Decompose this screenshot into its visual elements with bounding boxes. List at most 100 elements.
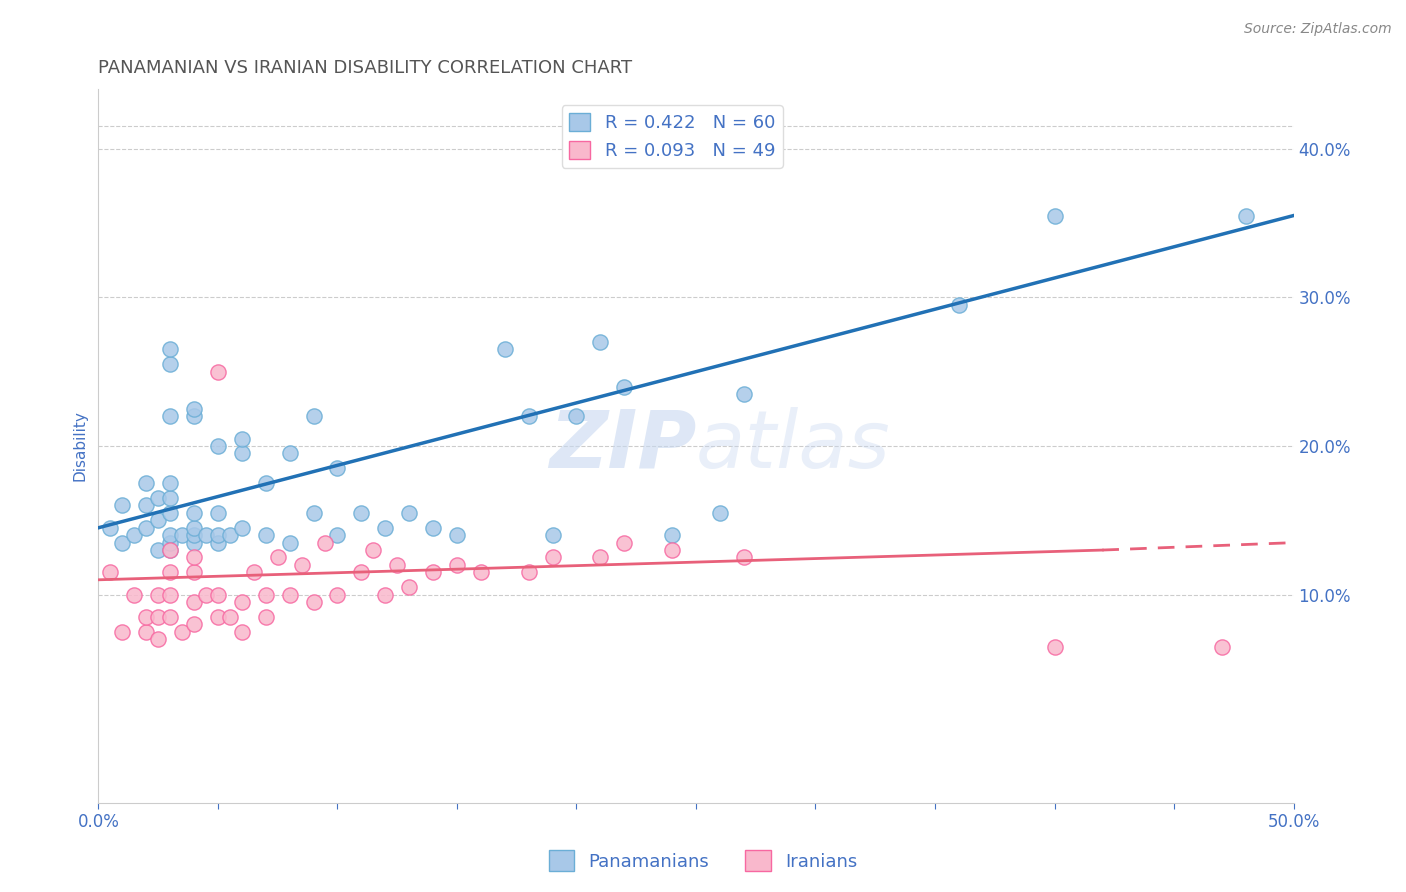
Point — [733, 387, 755, 401]
Point — [148, 588, 170, 602]
Point — [517, 409, 540, 424]
Point — [135, 499, 157, 513]
Point — [1211, 640, 1233, 654]
Point — [326, 528, 349, 542]
Point — [207, 439, 229, 453]
Point — [159, 357, 181, 371]
Point — [446, 528, 468, 542]
Point — [183, 409, 205, 424]
Point — [172, 624, 194, 639]
Point — [1234, 209, 1257, 223]
Point — [135, 521, 157, 535]
Point — [207, 365, 229, 379]
Text: ZIP: ZIP — [548, 407, 696, 485]
Point — [517, 566, 540, 580]
Point — [159, 491, 181, 505]
Point — [159, 610, 181, 624]
Point — [589, 550, 612, 565]
Point — [291, 558, 314, 572]
Point — [207, 610, 229, 624]
Point — [613, 379, 636, 393]
Point — [148, 632, 170, 647]
Text: PANAMANIAN VS IRANIAN DISABILITY CORRELATION CHART: PANAMANIAN VS IRANIAN DISABILITY CORRELA… — [98, 59, 633, 77]
Point — [98, 521, 122, 535]
Point — [111, 624, 134, 639]
Point — [278, 446, 301, 460]
Point — [494, 343, 516, 357]
Text: atlas: atlas — [696, 407, 891, 485]
Legend: R = 0.422   N = 60, R = 0.093   N = 49: R = 0.422 N = 60, R = 0.093 N = 49 — [561, 105, 783, 168]
Point — [385, 558, 409, 572]
Point — [278, 535, 301, 549]
Point — [254, 610, 277, 624]
Point — [219, 610, 242, 624]
Point — [148, 491, 170, 505]
Point — [159, 506, 181, 520]
Point — [254, 476, 277, 491]
Point — [159, 543, 181, 558]
Point — [183, 528, 205, 542]
Point — [148, 543, 170, 558]
Point — [350, 506, 373, 520]
Point — [661, 543, 683, 558]
Point — [267, 550, 290, 565]
Point — [326, 588, 349, 602]
Point — [183, 617, 205, 632]
Point — [111, 499, 134, 513]
Y-axis label: Disability: Disability — [72, 410, 87, 482]
Point — [589, 334, 612, 349]
Point — [315, 535, 337, 549]
Point — [159, 535, 181, 549]
Point — [565, 409, 588, 424]
Point — [159, 528, 181, 542]
Point — [124, 588, 146, 602]
Point — [159, 566, 181, 580]
Point — [302, 506, 325, 520]
Point — [470, 566, 492, 580]
Point — [148, 610, 170, 624]
Point — [231, 595, 253, 609]
Point — [278, 588, 301, 602]
Point — [398, 506, 420, 520]
Point — [541, 550, 564, 565]
Point — [661, 528, 683, 542]
Point — [733, 550, 755, 565]
Point — [326, 461, 349, 475]
Point — [183, 595, 205, 609]
Point — [231, 432, 253, 446]
Point — [183, 401, 205, 416]
Point — [254, 588, 277, 602]
Point — [302, 409, 325, 424]
Point — [422, 566, 444, 580]
Point — [183, 521, 205, 535]
Point — [374, 588, 396, 602]
Point — [98, 566, 122, 580]
Point — [363, 543, 385, 558]
Point — [709, 506, 731, 520]
Point — [194, 588, 218, 602]
Point — [159, 588, 181, 602]
Point — [159, 543, 181, 558]
Point — [231, 521, 253, 535]
Point — [231, 624, 253, 639]
Point — [111, 535, 134, 549]
Point — [613, 535, 636, 549]
Point — [254, 528, 277, 542]
Legend: Panamanians, Iranians: Panamanians, Iranians — [541, 843, 865, 879]
Point — [135, 476, 157, 491]
Point — [231, 446, 253, 460]
Point — [135, 610, 157, 624]
Point — [159, 343, 181, 357]
Point — [219, 528, 242, 542]
Point — [159, 409, 181, 424]
Point — [446, 558, 468, 572]
Point — [207, 535, 229, 549]
Point — [1043, 640, 1066, 654]
Point — [183, 506, 205, 520]
Point — [183, 566, 205, 580]
Point — [948, 298, 970, 312]
Point — [183, 535, 205, 549]
Point — [135, 624, 157, 639]
Point — [302, 595, 325, 609]
Point — [1043, 209, 1066, 223]
